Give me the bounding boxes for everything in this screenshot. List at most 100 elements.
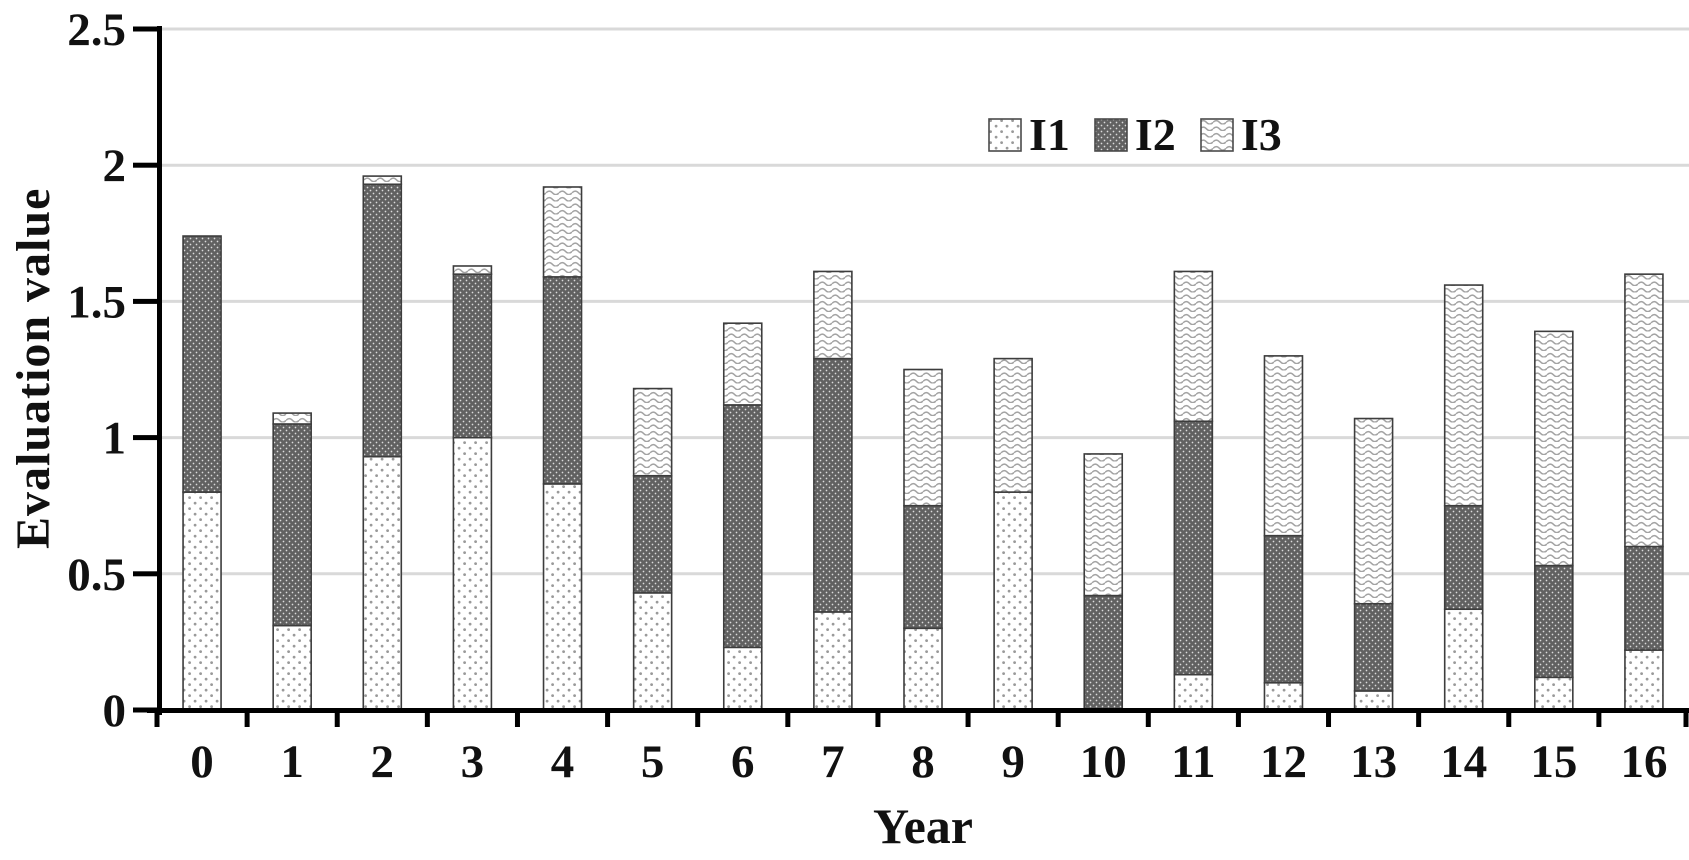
y-tick-label: 2.5: [67, 4, 126, 56]
bar-segment-I1-year-5: [632, 592, 673, 711]
y-axis-line: [157, 26, 162, 715]
legend-item-i2: I2: [1094, 112, 1176, 158]
bar-segment-I1-year-9: [993, 491, 1033, 711]
x-tick-label: 9: [1001, 736, 1025, 788]
x-tick: [1596, 708, 1602, 727]
bar-segment-I2-year-13: [1353, 602, 1394, 692]
y-tick-label: 2: [103, 140, 127, 192]
x-tick: [154, 708, 160, 727]
bar-segment-I2-year-11: [1173, 420, 1214, 676]
legend-swatch-i1-icon: [988, 118, 1022, 152]
x-tick: [1506, 708, 1512, 727]
legend-item-i3: I3: [1200, 112, 1282, 158]
bar-segment-I2-year-0: [182, 235, 222, 493]
x-tick: [1416, 708, 1422, 727]
bar-segment-I1-year-2: [362, 455, 403, 711]
bar-segment-I2-year-2: [362, 183, 403, 458]
x-tick-label: 5: [641, 736, 665, 788]
x-tick-label: 12: [1260, 736, 1307, 788]
bar-segment-I3-year-14: [1443, 284, 1484, 507]
bar-segment-I2-year-10: [1083, 594, 1124, 711]
bar-segment-I1-year-6: [722, 646, 763, 711]
y-tick: [133, 571, 157, 577]
y-tick-label: 0.5: [67, 549, 126, 601]
x-tick: [695, 708, 701, 727]
bar-segment-I2-year-12: [1263, 534, 1304, 684]
bar-segment-I3-year-8: [903, 368, 943, 507]
x-tick: [1235, 708, 1241, 727]
bar-segment-I3-year-13: [1353, 417, 1394, 605]
x-tick: [605, 708, 611, 727]
bar-segment-I1-year-15: [1534, 676, 1574, 711]
bar-segment-I3-year-16: [1624, 273, 1664, 548]
bar-segment-I1-year-4: [542, 483, 583, 711]
x-tick-label: 6: [731, 736, 755, 788]
legend-label-i3: I3: [1240, 109, 1282, 160]
bar-segment-I2-year-4: [542, 276, 583, 485]
bar-segment-I3-year-10: [1083, 453, 1124, 597]
legend-label-i1: I1: [1029, 109, 1070, 160]
bar-segment-I2-year-14: [1443, 504, 1484, 611]
bar-segment-I1-year-3: [452, 436, 493, 711]
legend: I1 I2 I3: [988, 112, 1282, 158]
bar-segment-I2-year-15: [1534, 564, 1574, 679]
bar-segment-I2-year-1: [272, 423, 312, 627]
x-tick-label: 1: [280, 736, 304, 788]
x-axis-line: [147, 708, 1689, 713]
y-tick-label: 0: [103, 685, 127, 737]
bar-segment-I1-year-0: [182, 491, 222, 711]
x-tick-label: 10: [1080, 736, 1127, 788]
x-tick-label: 7: [821, 736, 845, 788]
y-tick: [133, 162, 157, 168]
bar-segment-I1-year-16: [1624, 649, 1664, 711]
bar-segment-I2-year-5: [632, 474, 673, 594]
x-tick: [1055, 708, 1061, 727]
y-tick-label: 1: [103, 413, 127, 465]
bar-segment-I3-year-15: [1534, 330, 1574, 567]
x-tick-label: 3: [461, 736, 485, 788]
bar-segment-I2-year-16: [1624, 545, 1664, 651]
y-tick: [133, 707, 157, 713]
legend-swatch-i3-icon: [1200, 118, 1234, 152]
bar-segment-I3-year-1: [272, 412, 312, 425]
axes: [133, 26, 1689, 727]
bar-segment-I3-year-2: [362, 175, 403, 186]
x-tick: [514, 708, 520, 727]
bar-segment-I1-year-13: [1353, 690, 1394, 711]
bar-segment-I3-year-9: [993, 357, 1033, 493]
bar-segment-I1-year-1: [272, 624, 312, 711]
x-tick-label: 15: [1530, 736, 1577, 788]
x-tick-label: 8: [911, 736, 935, 788]
x-tick: [334, 708, 340, 727]
gridlines: [157, 27, 1689, 576]
legend-swatch-i2-icon: [1094, 118, 1128, 152]
bar-segment-I1-year-7: [813, 611, 853, 711]
bar-segment-I2-year-6: [722, 404, 763, 649]
x-tick: [965, 708, 971, 727]
legend-item-i1: I1: [988, 112, 1070, 158]
x-tick-label: 13: [1350, 736, 1397, 788]
bar-segment-I1-year-11: [1173, 673, 1214, 711]
x-tick-label: 4: [551, 736, 575, 788]
bar-segment-I1-year-14: [1443, 608, 1484, 711]
x-tick: [875, 708, 881, 727]
y-tick: [133, 435, 157, 441]
bar-segment-I3-year-7: [813, 270, 853, 360]
x-tick: [1683, 708, 1689, 727]
bar-segment-I3-year-5: [632, 387, 673, 477]
y-axis-title: Evaluation value: [7, 187, 60, 549]
bar-segment-I3-year-12: [1263, 355, 1304, 537]
x-tick: [785, 708, 791, 727]
x-tick: [1326, 708, 1332, 727]
bar-segment-I3-year-3: [452, 265, 493, 275]
axis-tick-labels: 00.511.522.50 1 2 3 4 5 6 7 8 9 10 11 12 13 14 15 16: [67, 4, 1667, 788]
x-tick-label: 2: [371, 736, 395, 788]
y-tick: [133, 26, 157, 32]
x-tick-label: 16: [1620, 736, 1667, 788]
bar-segment-I2-year-8: [903, 504, 943, 630]
x-tick: [1145, 708, 1151, 727]
bar-segment-I2-year-3: [452, 273, 493, 439]
x-tick-label: 0: [190, 736, 214, 788]
